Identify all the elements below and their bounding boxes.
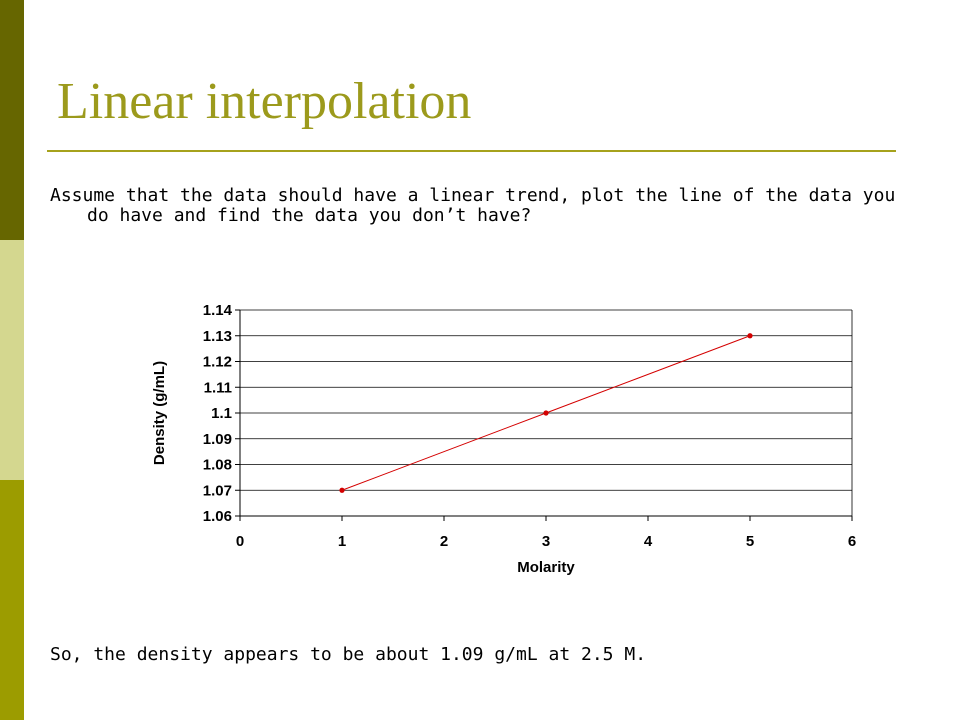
tick-labels: 1.06 1.07 1.08 1.09 1.1 1.11 1.12 1.13 1.14 0 1 2 3 4…	[203, 302, 856, 550]
side-bar-top	[0, 0, 24, 240]
title-underline	[47, 150, 896, 152]
slide-title: Linear interpolation	[57, 73, 472, 130]
density-molarity-chart: 1.06 1.07 1.08 1.09 1.1 1.11 1.12 1.13 1.14 0 1 2 3 4…	[151, 302, 856, 576]
x-tick-label: 1	[338, 533, 346, 550]
y-tick-label: 1.1	[211, 405, 232, 422]
x-tick-label: 6	[848, 533, 856, 550]
data-point	[339, 487, 345, 493]
data-point	[747, 333, 753, 339]
grid-lines	[240, 309, 852, 491]
y-tick-label: 1.08	[203, 457, 232, 474]
y-tick-label: 1.06	[203, 508, 232, 525]
x-tick-label: 5	[746, 533, 754, 550]
data-point	[543, 410, 549, 416]
x-tick-label: 0	[236, 533, 244, 550]
conclusion-text: So, the density appears to be about 1.09…	[50, 644, 647, 665]
x-tick-label: 2	[440, 533, 448, 550]
side-bar-middle	[0, 240, 24, 480]
x-axis-title: Molarity	[517, 559, 575, 576]
y-tick-label: 1.09	[203, 431, 232, 448]
y-tick-label: 1.07	[203, 482, 232, 499]
x-tick-label: 3	[542, 533, 550, 550]
y-axis-title: Density (g/mL)	[151, 361, 168, 465]
x-tick-label: 4	[644, 533, 653, 550]
y-tick-label: 1.14	[203, 302, 233, 319]
side-bar-bottom	[0, 480, 24, 720]
question-text: Assume that the data should have a linea…	[50, 185, 896, 226]
y-tick-label: 1.13	[203, 328, 232, 345]
data-series	[339, 333, 753, 493]
axes	[235, 309, 853, 521]
y-tick-label: 1.12	[203, 354, 232, 371]
y-tick-label: 1.11	[204, 379, 232, 396]
